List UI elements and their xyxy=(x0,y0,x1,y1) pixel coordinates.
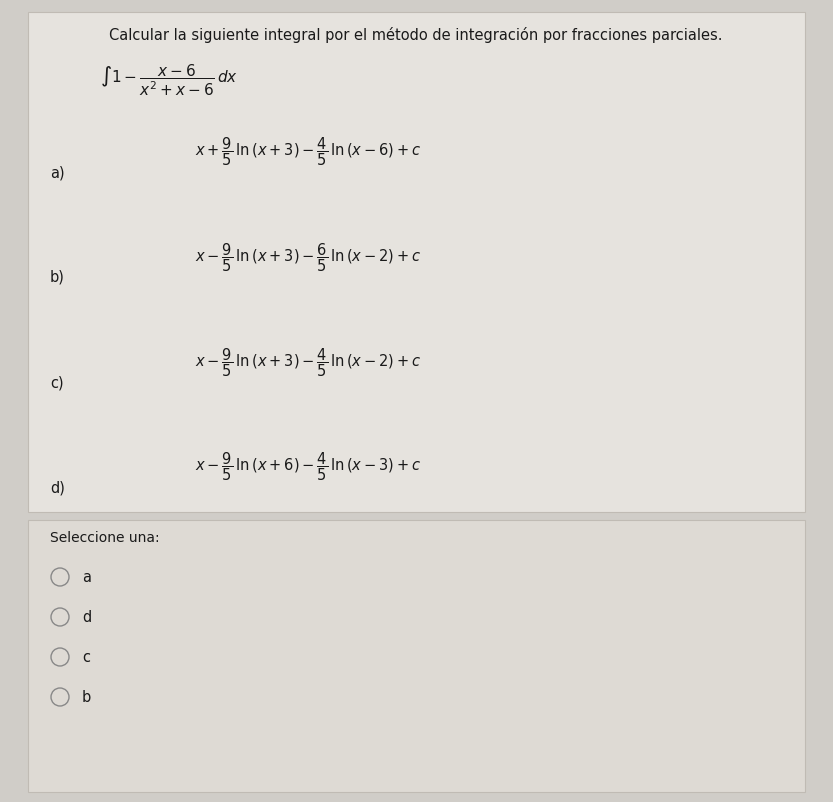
Text: $x - \dfrac{9}{5}\,\mathrm{In}\,(x+6) - \dfrac{4}{5}\,\mathrm{In}\,(x-3)+c$: $x - \dfrac{9}{5}\,\mathrm{In}\,(x+6) - … xyxy=(195,449,421,482)
Text: $\int 1 - \dfrac{x-6}{x^2+x-6}\,dx$: $\int 1 - \dfrac{x-6}{x^2+x-6}\,dx$ xyxy=(100,63,238,99)
Text: a: a xyxy=(82,569,91,585)
Text: $x - \dfrac{9}{5}\,\mathrm{In}\,(x+3) - \dfrac{4}{5}\,\mathrm{In}\,(x-2)+c$: $x - \dfrac{9}{5}\,\mathrm{In}\,(x+3) - … xyxy=(195,346,421,378)
FancyBboxPatch shape xyxy=(28,520,805,792)
Text: c): c) xyxy=(50,375,63,391)
Text: b): b) xyxy=(50,269,65,285)
Text: d: d xyxy=(82,610,92,625)
FancyBboxPatch shape xyxy=(28,13,805,512)
Text: b: b xyxy=(82,690,92,705)
Text: a): a) xyxy=(50,164,65,180)
Text: $x - \dfrac{9}{5}\,\mathrm{In}\,(x+3) - \dfrac{6}{5}\,\mathrm{In}\,(x-2)+c$: $x - \dfrac{9}{5}\,\mathrm{In}\,(x+3) - … xyxy=(195,241,421,273)
Text: $x + \dfrac{9}{5}\,\mathrm{In}\,(x+3) - \dfrac{4}{5}\,\mathrm{In}\,(x-6)+c$: $x + \dfrac{9}{5}\,\mathrm{In}\,(x+3) - … xyxy=(195,135,421,168)
Text: Calcular la siguiente integral por el método de integración por fracciones parci: Calcular la siguiente integral por el mé… xyxy=(109,27,723,43)
Text: c: c xyxy=(82,650,90,665)
Text: Seleccione una:: Seleccione una: xyxy=(50,530,160,545)
Text: d): d) xyxy=(50,480,65,496)
